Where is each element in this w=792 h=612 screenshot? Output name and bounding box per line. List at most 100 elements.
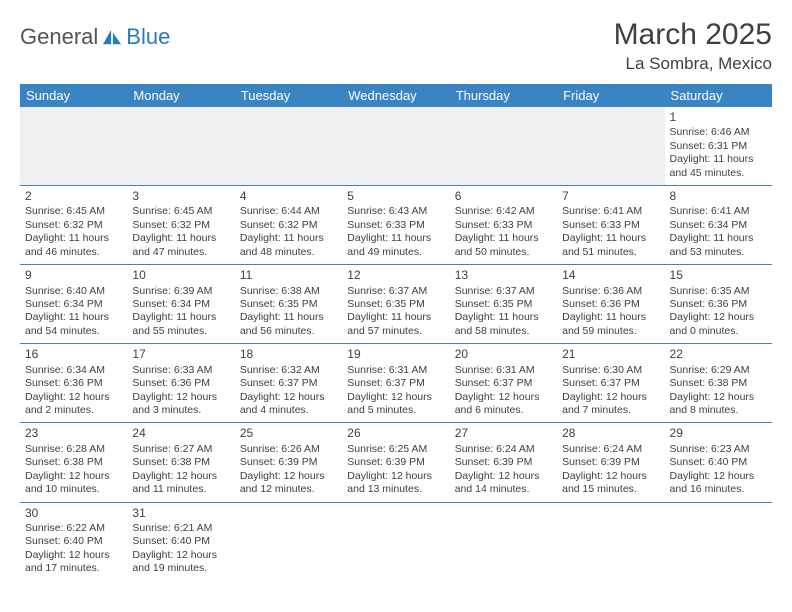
daylight-line: Daylight: 12 hours and 14 minutes.	[455, 470, 552, 497]
sunrise-line: Sunrise: 6:27 AM	[132, 443, 229, 456]
day-cell: 17 Sunrise: 6:33 AMSunset: 6:36 PMDayligh…	[127, 344, 234, 423]
sunset-line: Sunset: 6:36 PM	[562, 298, 659, 311]
sunset-line: Sunset: 6:36 PM	[132, 377, 229, 390]
sunrise-line: Sunrise: 6:34 AM	[25, 364, 122, 377]
day-number: 28	[562, 426, 659, 441]
sunrise-line: Sunrise: 6:21 AM	[132, 522, 229, 535]
day-cell: 20Sunrise: 6:31 AMSunset: 6:37 PMDayligh…	[450, 344, 557, 423]
day-cell	[450, 502, 557, 581]
day-header: Sunday	[20, 84, 127, 107]
day-number: 2	[25, 189, 122, 204]
day-header: Friday	[557, 84, 664, 107]
day-cell: 27Sunrise: 6:24 AMSunset: 6:39 PMDayligh…	[450, 423, 557, 502]
day-number: 13	[455, 268, 552, 283]
daylight-line: Daylight: 12 hours and 15 minutes.	[562, 470, 659, 497]
daylight-line: Daylight: 11 hours and 51 minutes.	[562, 232, 659, 259]
daylight-line: Daylight: 12 hours and 6 minutes.	[455, 391, 552, 418]
sunset-line: Sunset: 6:40 PM	[132, 535, 229, 548]
day-cell: 21Sunrise: 6:30 AMSunset: 6:37 PMDayligh…	[557, 344, 664, 423]
day-number: 17	[132, 347, 229, 362]
day-number: 8	[670, 189, 767, 204]
sunrise-line: Sunrise: 6:26 AM	[240, 443, 337, 456]
daylight-line: Daylight: 11 hours and 59 minutes.	[562, 311, 659, 338]
day-cell: 16Sunrise: 6:34 AMSunset: 6:36 PMDayligh…	[20, 344, 127, 423]
day-cell: 12Sunrise: 6:37 AMSunset: 6:35 PMDayligh…	[342, 265, 449, 344]
sunrise-line: Sunrise: 6:29 AM	[670, 364, 767, 377]
daylight-line: Daylight: 12 hours and 3 minutes.	[132, 391, 229, 418]
day-cell	[235, 107, 342, 186]
day-cell: 23Sunrise: 6:28 AMSunset: 6:38 PMDayligh…	[20, 423, 127, 502]
sunrise-line: Sunrise: 6:25 AM	[347, 443, 444, 456]
day-number: 4	[240, 189, 337, 204]
sunset-line: Sunset: 6:37 PM	[455, 377, 552, 390]
day-cell: 3Sunrise: 6:45 AMSunset: 6:32 PMDaylight…	[127, 186, 234, 265]
day-cell	[342, 502, 449, 581]
day-number: 1	[670, 110, 767, 125]
day-number: 31	[132, 506, 229, 521]
logo-sail-icon	[101, 28, 123, 46]
sunrise-line: Sunrise: 6:37 AM	[455, 285, 552, 298]
day-number: 6	[455, 189, 552, 204]
day-number: 23	[25, 426, 122, 441]
daylight-line: Daylight: 12 hours and 5 minutes.	[347, 391, 444, 418]
day-cell: 22Sunrise: 6:29 AMSunset: 6:38 PMDayligh…	[665, 344, 772, 423]
daylight-line: Daylight: 12 hours and 16 minutes.	[670, 470, 767, 497]
day-cell: 6Sunrise: 6:42 AMSunset: 6:33 PMDaylight…	[450, 186, 557, 265]
sunset-line: Sunset: 6:34 PM	[132, 298, 229, 311]
day-number: 9	[25, 268, 122, 283]
day-cell: 18Sunrise: 6:32 AMSunset: 6:37 PMDayligh…	[235, 344, 342, 423]
day-cell	[20, 107, 127, 186]
sunset-line: Sunset: 6:35 PM	[240, 298, 337, 311]
day-cell: 25Sunrise: 6:26 AMSunset: 6:39 PMDayligh…	[235, 423, 342, 502]
sunset-line: Sunset: 6:39 PM	[455, 456, 552, 469]
sunset-line: Sunset: 6:33 PM	[347, 219, 444, 232]
day-header: Wednesday	[342, 84, 449, 107]
sunset-line: Sunset: 6:37 PM	[347, 377, 444, 390]
day-number: 10	[132, 268, 229, 283]
daylight-line: Daylight: 12 hours and 17 minutes.	[25, 549, 122, 576]
daylight-line: Daylight: 11 hours and 48 minutes.	[240, 232, 337, 259]
day-number: 22	[670, 347, 767, 362]
day-cell	[557, 107, 664, 186]
month-title: March 2025	[614, 18, 772, 52]
calendar-body: 1Sunrise: 6:46 AMSunset: 6:31 PM Daylight…	[20, 107, 772, 581]
day-cell: 28Sunrise: 6:24 AMSunset: 6:39 PMDayligh…	[557, 423, 664, 502]
sunrise-line: Sunrise: 6:31 AM	[347, 364, 444, 377]
sunrise-line: Sunrise: 6:45 AM	[25, 205, 122, 218]
daylight-line: Daylight: 12 hours and 11 minutes.	[132, 470, 229, 497]
daylight-line: Daylight: 11 hours and 57 minutes.	[347, 311, 444, 338]
sunset-line: Sunset: 6:32 PM	[132, 219, 229, 232]
sunset-line: Sunset: 6:32 PM	[25, 219, 122, 232]
sunrise-line: Sunrise: 6:43 AM	[347, 205, 444, 218]
sunset-line: Sunset: 6:38 PM	[25, 456, 122, 469]
day-number: 18	[240, 347, 337, 362]
daylight-line: Daylight: 11 hours and 54 minutes.	[25, 311, 122, 338]
day-cell: 11Sunrise: 6:38 AMSunset: 6:35 PMDayligh…	[235, 265, 342, 344]
sunset-line: Sunset: 6:34 PM	[25, 298, 122, 311]
day-cell	[127, 107, 234, 186]
daylight-line: Daylight: 12 hours and 12 minutes.	[240, 470, 337, 497]
daylight-line: Daylight: 11 hours and 46 minutes.	[25, 232, 122, 259]
sunrise-line: Sunrise: 6:46 AM	[670, 126, 767, 139]
sunrise-line: Sunrise: 6:45 AM	[132, 205, 229, 218]
daylight-line: Daylight: 12 hours and 8 minutes.	[670, 391, 767, 418]
sunset-line: Sunset: 6:39 PM	[347, 456, 444, 469]
sunset-line: Sunset: 6:32 PM	[240, 219, 337, 232]
sunset-line: Sunset: 6:37 PM	[240, 377, 337, 390]
header: General Blue March 2025 La Sombra, Mexic…	[20, 18, 772, 74]
day-cell: 30Sunrise: 6:22 AMSunset: 6:40 PMDayligh…	[20, 502, 127, 581]
day-number: 19	[347, 347, 444, 362]
day-number: 26	[347, 426, 444, 441]
week-row: 1Sunrise: 6:46 AMSunset: 6:31 PMDaylight…	[20, 107, 772, 186]
daylight-line: Daylight: 11 hours and 58 minutes.	[455, 311, 552, 338]
sunrise-line: Sunrise: 6:30 AM	[562, 364, 659, 377]
sunrise-line: Sunrise: 6:32 AM	[240, 364, 337, 377]
day-cell	[342, 107, 449, 186]
calendar-head: SundayMondayTuesdayWednesdayThursdayFrid…	[20, 84, 772, 107]
day-cell: 9Sunrise: 6:40 AMSunset: 6:34 PMDaylight…	[20, 265, 127, 344]
daylight-line: Daylight: 11 hours and 50 minutes.	[455, 232, 552, 259]
week-row: 9Sunrise: 6:40 AMSunset: 6:34 PMDaylight…	[20, 265, 772, 344]
day-number: 20	[455, 347, 552, 362]
sunrise-line: Sunrise: 6:33 AM	[132, 364, 229, 377]
sunset-line: Sunset: 6:31 PM	[670, 140, 767, 153]
